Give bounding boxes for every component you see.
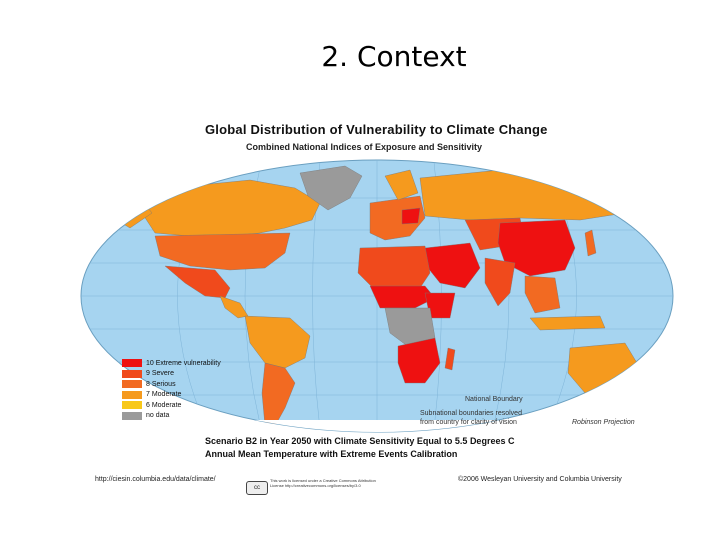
legend-label: 8 Serious [146,380,176,388]
legend-swatch [122,401,142,410]
projection-label: Robinson Projection [572,419,635,426]
legend-item: no data [122,411,221,422]
calibration-caption: Annual Mean Temperature with Extreme Eve… [205,449,458,459]
scenario-caption: Scenario B2 in Year 2050 with Climate Se… [205,436,515,446]
legend-swatch [122,380,142,389]
south-america-north [244,315,311,369]
legend-item: 9 Severe [122,369,221,380]
eastern-europe [401,207,421,225]
legend-swatch [122,369,142,378]
legend-item: 6 Moderate [122,400,221,411]
legend-label: 10 Extreme vulnerability [146,359,221,367]
united-states [154,232,291,271]
legend-label: no data [146,412,170,420]
legend-swatch [122,359,142,368]
subnational-note-line2: from country for clarity of vision [420,419,517,426]
legend-label: 7 Moderate [146,391,182,399]
europe [369,195,426,241]
legend: 10 Extreme vulnerability 9 Severe 8 Seri… [122,358,221,421]
india [484,257,516,307]
japan [584,229,597,257]
world-vulnerability-map [80,159,674,433]
central-america [219,295,249,319]
subnational-note-line1: Subnational boundaries resolved [420,410,522,417]
legend-swatch [122,411,142,420]
russia [419,169,641,221]
legend-item: 7 Moderate [122,390,221,401]
legend-item: 8 Serious [122,379,221,390]
source-url[interactable]: http://ciesin.columbia.edu/data/climate/ [95,476,216,483]
southern-africa [397,337,441,384]
new-zealand [648,387,659,407]
legend-item: 10 Extreme vulnerability [122,358,221,369]
greenland [299,165,363,211]
map-title: Global Distribution of Vulnerability to … [205,122,548,137]
madagascar [444,347,456,371]
map-subtitle: Combined National Indices of Exposure an… [246,142,483,152]
scandinavia [384,169,419,201]
indonesia [529,315,606,331]
license-text: This work is licensed under a Creative C… [270,478,376,488]
sahel [369,285,436,309]
legend-label: 9 Severe [146,370,175,378]
slide-title: 2. Context [321,40,467,73]
national-boundary-label: National Boundary [465,396,523,403]
north-africa [357,245,431,291]
australia [567,342,641,394]
legend-label: 6 Moderate [146,401,182,409]
copyright: ©2006 Wesleyan University and Columbia U… [458,476,622,483]
creative-commons-icon: cc [246,481,268,495]
china [497,219,576,277]
legend-swatch [122,390,142,399]
southeast-asia [524,275,561,314]
south-america-south [261,362,296,427]
